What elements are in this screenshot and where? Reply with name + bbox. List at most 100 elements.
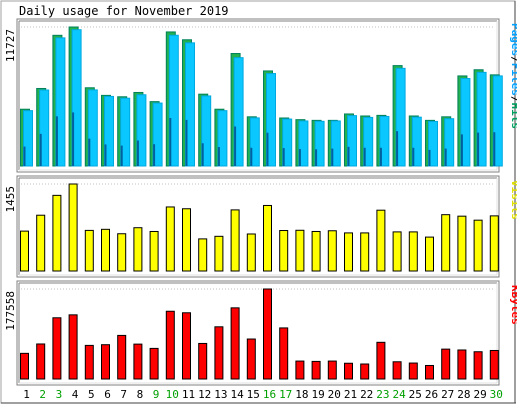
- visits-bar: [408, 231, 418, 272]
- kbytes-bar: [149, 347, 159, 380]
- x-tick-label: 8: [137, 388, 144, 401]
- visits-bar: [473, 219, 483, 272]
- visits-bar: [20, 230, 29, 272]
- pages-bar: [298, 149, 301, 166]
- pages-bar: [201, 143, 204, 166]
- kbytes-bar: [392, 361, 402, 380]
- x-tick-label: 4: [72, 388, 79, 401]
- files-bar: [314, 120, 325, 167]
- series-label-part: /: [509, 56, 517, 63]
- files-bar: [347, 115, 357, 167]
- visits-bar: [327, 230, 337, 272]
- x-tick-label: 2: [39, 388, 46, 401]
- files-bar: [330, 120, 341, 167]
- x-axis-day-labels: 1 2 3 4 5 6 7 8 9 10 11 12 13 14 15 16 17 18 19 20 21 22 23 24 2…: [23, 388, 503, 401]
- files-bar: [395, 67, 406, 167]
- series-label-part: KBytes: [509, 285, 517, 325]
- pages-bar: [282, 148, 285, 166]
- files-bar: [476, 71, 487, 167]
- pages-bar: [104, 144, 107, 166]
- x-tick-label: 13: [214, 388, 227, 401]
- x-tick-label: 26: [425, 388, 438, 401]
- pages-bar: [217, 147, 220, 166]
- files-bar: [444, 118, 455, 167]
- visits-bar: [68, 183, 78, 272]
- files-bar: [411, 116, 422, 167]
- pages-bar: [379, 147, 382, 166]
- visits-bar: [425, 236, 434, 272]
- pages-bar: [444, 148, 447, 166]
- files-bar: [266, 73, 276, 167]
- x-tick-label: 11: [182, 388, 195, 401]
- visits-bar: [457, 215, 467, 272]
- x-tick-label: 22: [360, 388, 373, 401]
- visits-bar: [52, 194, 62, 272]
- files-bar: [87, 89, 98, 167]
- pages-bar: [72, 112, 75, 166]
- visits-max-label: 1455: [4, 186, 17, 213]
- visits-bar: [182, 208, 191, 272]
- visits-bar: [246, 233, 256, 272]
- kbytes-panel: 177558 KBytes: [4, 280, 517, 386]
- visits-bar: [101, 228, 110, 272]
- files-bar: [55, 37, 66, 167]
- hits-series-label: Pages/Files/Hits: [509, 23, 517, 129]
- kbytes-bar: [198, 342, 208, 380]
- kbytes-bar: [165, 310, 175, 380]
- files-bar: [249, 117, 260, 167]
- kbytes-bar: [279, 327, 289, 380]
- pages-bar: [266, 132, 269, 166]
- visits-bar: [489, 215, 499, 272]
- visits-bar: [198, 238, 208, 272]
- visits-bar: [149, 230, 159, 272]
- visits-bar: [441, 214, 451, 272]
- x-tick-label: 15: [247, 388, 260, 401]
- visits-bar: [165, 206, 175, 272]
- pages-bar: [428, 149, 431, 166]
- chart-panels: 11727Pages/Files/Hits1455Visits177558KBy…: [4, 18, 517, 386]
- files-bar: [379, 115, 390, 167]
- files-bar: [363, 116, 374, 167]
- x-tick-label: 30: [490, 388, 503, 401]
- pages-bar: [23, 146, 26, 166]
- x-tick-label: 28: [457, 388, 470, 401]
- kbytes-bar: [425, 364, 434, 380]
- x-tick-label: 20: [328, 388, 341, 401]
- kbytes-bar: [20, 352, 29, 380]
- series-label-part: /: [509, 96, 517, 103]
- files-bar: [185, 42, 195, 167]
- pages-bar: [55, 116, 58, 166]
- pages-bar: [493, 132, 496, 166]
- kbytes-frame: [16, 280, 500, 386]
- kbytes-bar: [182, 312, 191, 380]
- files-bar: [298, 120, 309, 167]
- kbytes-bar: [344, 362, 353, 380]
- visits-bar: [344, 232, 353, 272]
- pages-bar: [250, 147, 253, 166]
- series-label-part: Files: [509, 63, 517, 96]
- kbytes-bar: [457, 349, 467, 380]
- x-tick-label: 23: [376, 388, 389, 401]
- x-tick-label: 1: [23, 388, 30, 401]
- x-tick-label: 14: [230, 388, 244, 401]
- files-bar: [152, 102, 163, 167]
- visits-bar: [279, 230, 289, 272]
- pages-bar: [185, 119, 188, 166]
- pages-bar: [169, 117, 172, 166]
- kbytes-bar: [360, 363, 370, 380]
- pages-bar: [88, 138, 91, 166]
- kbytes-bar: [36, 343, 46, 380]
- visits-bar: [230, 209, 240, 272]
- visits-bar: [84, 229, 94, 272]
- kbytes-bar: [311, 360, 321, 380]
- kbytes-bar: [52, 317, 62, 380]
- kbytes-bar: [230, 307, 240, 380]
- x-tick-label: 24: [392, 388, 406, 401]
- kbytes-bar: [295, 360, 305, 380]
- files-bar: [71, 29, 82, 167]
- kbytes-bar: [84, 344, 94, 380]
- kbytes-bar: [327, 360, 337, 380]
- visits-bar: [36, 214, 46, 272]
